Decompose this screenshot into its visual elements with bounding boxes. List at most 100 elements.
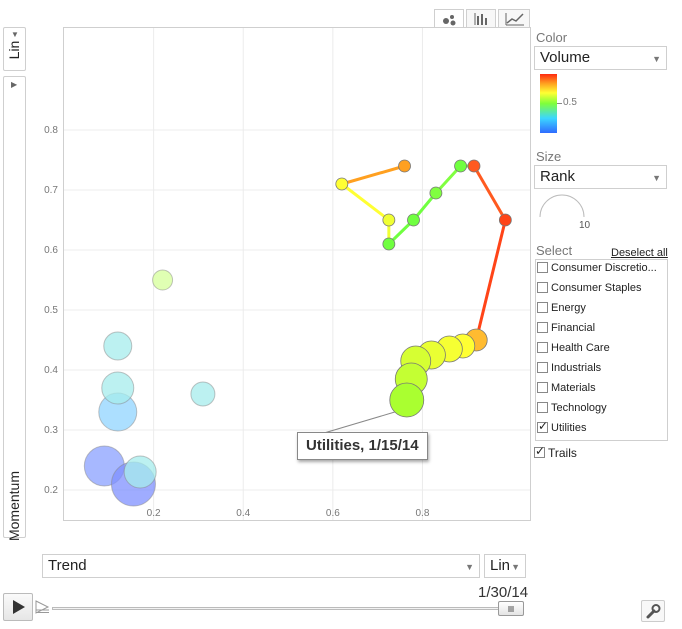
size-select-value: Rank [540,168,576,185]
grip-icon [508,606,514,612]
x-scale-select[interactable]: Lin ▼ [484,554,526,578]
color-select[interactable]: Volume ▼ [534,46,667,70]
x-tick-label: 0.2 [147,508,161,519]
x-scale-select-value: Lin [490,557,511,574]
data-bubble[interactable] [123,455,157,489]
select-label: Select [536,243,573,258]
sector-checkbox[interactable] [537,361,548,373]
sector-item[interactable]: Materials [537,381,596,400]
y-axis-label: Momentum [6,470,22,542]
sector-list [535,259,668,441]
trail-point[interactable] [398,159,411,173]
y-tick-label: 0.2 [44,485,58,496]
x-axis-select-value: Trend [48,557,87,574]
color-label: Color [536,30,568,45]
y-tick-label: 0.6 [44,245,58,256]
sector-item[interactable]: Health Care [537,341,610,360]
play-icon [13,600,25,614]
trail-point[interactable] [382,213,396,227]
sector-label: Consumer Staples [551,282,642,294]
speed-icon [35,600,50,614]
sector-item[interactable]: Utilities [537,419,587,440]
size-dial [539,194,585,218]
date-label: 1/30/14 [478,584,529,601]
sector-item[interactable]: Consumer Discretio... [537,261,657,280]
sector-item[interactable]: Consumer Staples [537,281,642,300]
bubble-chart-icon [443,15,456,26]
bar-chart-icon [474,13,487,25]
sector-checkbox[interactable] [537,381,548,393]
sector-checkbox[interactable] [537,401,548,413]
y-tick-label: 0.8 [44,125,58,136]
sector-checkbox[interactable] [537,321,548,333]
bar-chart-tab[interactable] [466,9,496,29]
chevron-down-icon: ▼ [511,562,520,572]
trails-checkbox[interactable] [534,444,545,459]
sector-checkbox[interactable] [537,301,548,313]
trail-point[interactable] [429,186,443,200]
x-tick-label: 0.6 [326,508,340,519]
chevron-down-icon: ▼ [11,30,19,39]
sector-label: Industrials [551,362,602,374]
trail-segment [474,218,507,342]
bubble-chart-tab[interactable] [434,9,464,29]
chevron-down-icon: ▼ [652,173,661,183]
sector-checkbox[interactable] [537,281,548,293]
timeline-handle[interactable] [498,601,524,616]
trail-segment [340,182,391,222]
sector-label: Utilities [551,422,587,434]
trail-point[interactable] [407,213,420,227]
sector-label: Energy [551,302,586,314]
sector-item[interactable]: Industrials [537,361,602,380]
sector-item[interactable]: Technology [537,401,607,420]
data-bubble[interactable] [152,269,174,291]
data-bubble[interactable] [103,331,133,361]
size-label: Size [536,149,562,164]
y-scale-select[interactable]: ▼ Lin [3,27,26,71]
data-bubble[interactable] [190,381,216,407]
trail-point[interactable] [382,237,396,251]
sector-label: Technology [551,402,607,414]
sector-label: Materials [551,382,596,394]
sector-item[interactable]: Energy [537,301,586,320]
color-bar [540,74,557,133]
data-bubble[interactable] [101,371,135,405]
y-tick-label: 0.4 [44,365,58,376]
deselect-all-link[interactable]: Deselect all [611,247,668,259]
sector-item[interactable]: Financial [537,321,596,340]
trail-point[interactable] [389,382,425,418]
y-axis-select[interactable]: ▶ Momentum [3,76,26,541]
color-bar-tick [557,103,562,104]
chevron-down-icon: ▼ [652,54,661,64]
trail-point[interactable] [467,159,481,173]
color-select-value: Volume [540,49,591,66]
chevron-down-icon: ▼ [465,562,474,572]
y-tick-label: 0.7 [44,185,58,196]
timeline-track[interactable] [52,607,522,610]
sector-checkbox[interactable] [537,341,548,353]
sector-checkbox[interactable] [537,261,548,273]
sector-label: Health Care [551,342,610,354]
settings-button[interactable] [641,600,665,622]
sector-checkbox[interactable] [537,419,548,433]
wrench-icon [646,604,661,619]
sector-label: Financial [551,322,596,334]
line-chart-tab[interactable] [498,9,530,29]
trail-point[interactable] [498,213,512,227]
bubble-tooltip: Utilities, 1/15/14 [297,432,428,460]
size-value: 10 [579,220,591,231]
chevron-right-icon: ▶ [11,80,18,89]
x-tick-label: 0.8 [416,508,430,519]
trail-segment [472,164,507,222]
size-select[interactable]: Rank ▼ [534,165,667,189]
x-tick-label: 0.4 [236,508,250,519]
y-tick-label: 0.3 [44,425,58,436]
x-axis-select[interactable]: Trend ▼ [42,554,480,578]
sector-label: Consumer Discretio... [551,262,657,274]
trail-point[interactable] [454,159,467,173]
trails-toggle[interactable]: Trails [534,444,577,460]
speed-control[interactable] [35,598,51,616]
play-button[interactable] [3,593,33,621]
trail-point[interactable] [335,177,349,191]
trail-segment [340,164,407,186]
